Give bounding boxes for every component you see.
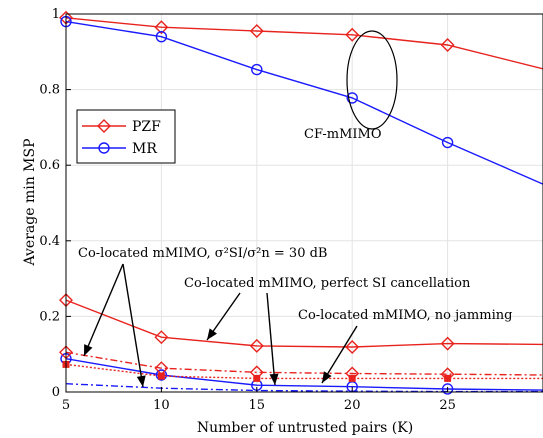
series-line-2 xyxy=(65,299,543,348)
y-tick-label: 1 xyxy=(52,7,60,22)
x-axis-title: Number of untrusted pairs (K) xyxy=(197,420,413,436)
annotation-cf: CF-mMIMO xyxy=(304,127,382,142)
arrow-nojam xyxy=(321,325,358,384)
data-point-diamond xyxy=(440,38,455,52)
y-tick-label: 0.8 xyxy=(39,83,60,98)
data-point-diamond xyxy=(440,336,455,351)
legend-box xyxy=(76,109,176,164)
data-point-diamond xyxy=(154,20,169,35)
annotation-colocated-perfect: Co-located mMIMO, perfect SI cancellatio… xyxy=(184,276,471,291)
x-tick-label: 25 xyxy=(439,398,456,413)
arrow-si-to-mr-head xyxy=(136,375,146,387)
data-point-square xyxy=(157,372,165,380)
data-point-square xyxy=(253,374,261,382)
series-line-5 xyxy=(65,363,543,380)
series-line-6 xyxy=(65,383,543,393)
data-point-diamond xyxy=(249,24,264,38)
data-point-circle xyxy=(251,63,263,76)
legend-label-mr: MR xyxy=(132,141,157,157)
legend-marker-pzf xyxy=(97,119,111,133)
legend: PZF MR xyxy=(76,109,176,164)
x-tick-label: 5 xyxy=(62,398,70,413)
data-point-diamond xyxy=(249,338,264,353)
y-tick-label: 0.6 xyxy=(39,158,60,173)
series-line-3 xyxy=(65,358,543,391)
annotations xyxy=(83,30,398,388)
data-point-square xyxy=(348,374,356,382)
data-point-diamond xyxy=(154,330,169,345)
y-tick-label: 0 xyxy=(52,385,60,400)
data-point-square xyxy=(444,374,452,382)
annotation-colocated-nojam: Co-located mMIMO, no jamming xyxy=(298,308,512,323)
x-tick-label: 10 xyxy=(153,398,170,413)
legend-label-pzf: PZF xyxy=(132,119,161,135)
data-point-circle xyxy=(346,92,358,104)
y-tick-label: 0.2 xyxy=(39,309,60,324)
arrow-perfect-to-pzf-head xyxy=(207,328,218,340)
arrow-perfect-to-mr xyxy=(266,292,276,386)
data-point-circle xyxy=(441,383,454,395)
x-tick-label: 15 xyxy=(249,398,266,413)
series-line-4 xyxy=(65,351,543,376)
series-layer xyxy=(59,10,543,395)
arrow-si-to-pzf xyxy=(83,263,124,357)
y-axis-title: Average min MSP xyxy=(22,138,38,266)
annotation-colocated-si: Co-located mMIMO, σ²SI/σ²n = 30 dB xyxy=(78,246,327,261)
data-point-diamond xyxy=(345,27,360,42)
y-tick-label: 0.4 xyxy=(39,234,60,249)
ticks: 5 10 15 20 25 0 0.2 0.4 0.6 0.8 1 xyxy=(39,7,456,413)
x-tick-label: 20 xyxy=(344,398,361,413)
cf-ellipse xyxy=(346,30,398,130)
data-point-diamond xyxy=(345,340,360,355)
data-point-circle xyxy=(155,369,168,381)
series-line-1 xyxy=(65,20,543,185)
arrow-si-to-pzf-head xyxy=(84,344,93,356)
arrow-nojam-head xyxy=(322,371,332,383)
data-point-circle xyxy=(155,30,168,43)
arrow-perfect-to-mr-head xyxy=(269,373,279,385)
legend-marker-mr xyxy=(98,142,110,154)
data-point-circle xyxy=(441,136,454,149)
grid xyxy=(65,13,543,393)
series-line-0 xyxy=(65,17,543,70)
plot-frame xyxy=(65,13,543,393)
arrow-si-to-mr xyxy=(122,263,144,388)
